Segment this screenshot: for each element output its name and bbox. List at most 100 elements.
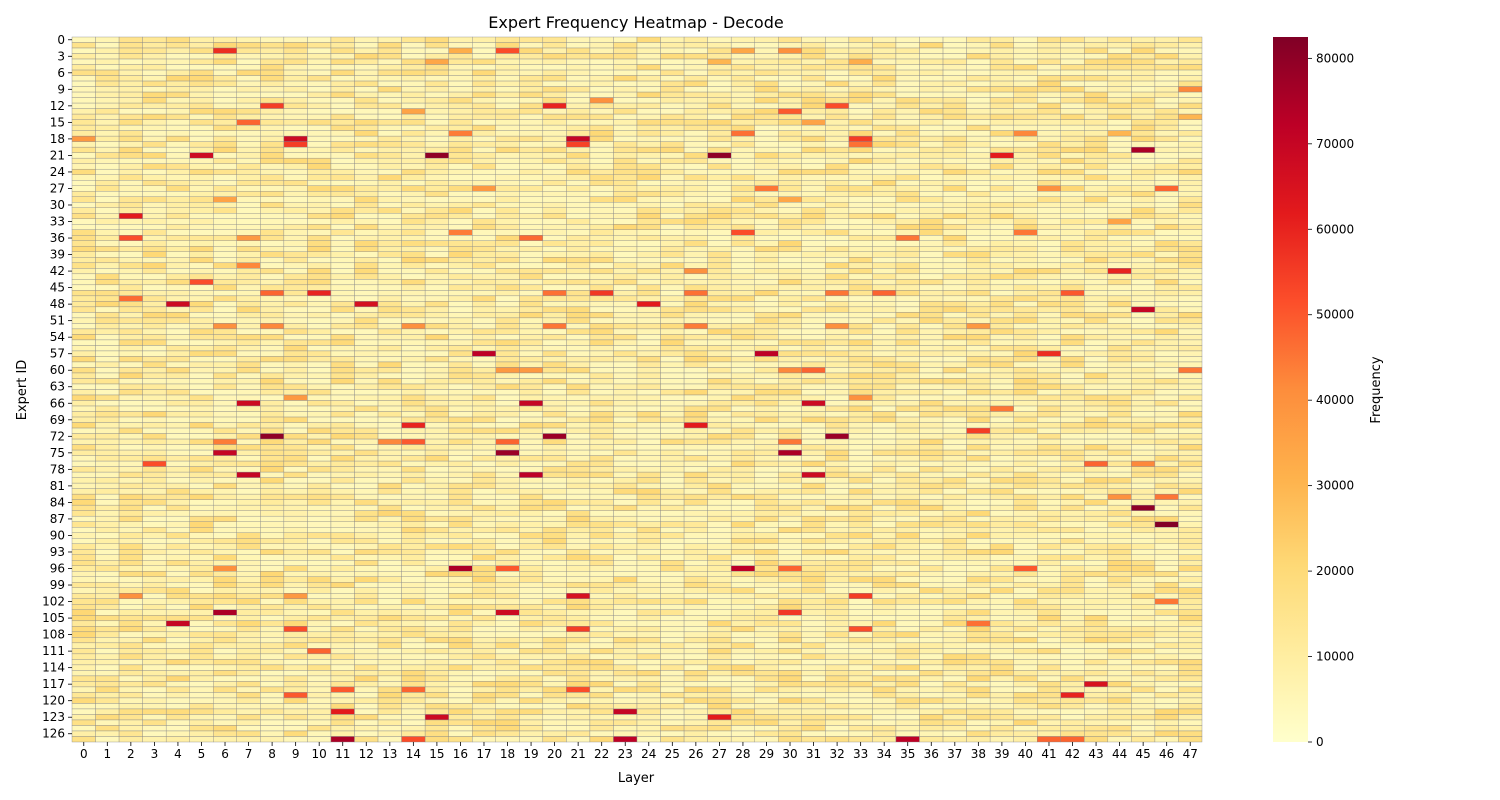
heatmap-cell: [660, 554, 685, 561]
heatmap-cell: [448, 240, 473, 247]
heatmap-cell: [942, 394, 967, 401]
heatmap-cell: [566, 438, 591, 445]
heatmap-cell: [142, 213, 167, 219]
heatmap-cell: [566, 648, 591, 655]
heatmap-cell: [754, 75, 779, 82]
heatmap-cell: [919, 637, 944, 644]
heatmap-cell: [589, 328, 614, 335]
heatmap-cell: [801, 449, 826, 456]
heatmap-cell: [377, 383, 402, 390]
heatmap-cell: [636, 108, 661, 115]
heatmap-cell: [377, 444, 402, 451]
heatmap-cell: [283, 703, 308, 710]
heatmap-cell: [236, 262, 261, 269]
heatmap-cell: [377, 389, 402, 396]
heatmap-cell: [895, 527, 920, 533]
heatmap-cell: [754, 587, 779, 594]
heatmap-cell: [189, 482, 214, 489]
heatmap-cell: [730, 719, 755, 726]
heatmap-cell: [213, 378, 237, 385]
heatmap-cell: [448, 449, 473, 456]
heatmap-cell: [636, 119, 661, 126]
heatmap-cell: [95, 455, 120, 462]
heatmap-cell: [683, 284, 708, 291]
heatmap-cell: [283, 246, 308, 253]
heatmap-cell: [589, 510, 614, 517]
heatmap-cell: [589, 64, 614, 71]
heatmap-cell: [283, 515, 308, 522]
heatmap-cell: [71, 565, 96, 572]
heatmap-cell: [142, 411, 167, 418]
heatmap-cell: [754, 400, 779, 407]
heatmap-cell: [95, 306, 120, 313]
heatmap-cell: [966, 372, 991, 379]
heatmap-cell: [283, 279, 308, 286]
heatmap-cell: [825, 477, 850, 484]
heatmap-cell: [71, 692, 96, 699]
heatmap-cell: [95, 659, 120, 666]
heatmap-cell: [71, 515, 96, 522]
heatmap-cell: [895, 378, 920, 385]
heatmap-cell: [448, 301, 473, 308]
heatmap-cell: [330, 455, 355, 462]
heatmap-cell: [589, 714, 614, 721]
heatmap-cell: [95, 224, 120, 230]
heatmap-cell: [801, 97, 826, 104]
heatmap-cell: [754, 609, 779, 616]
heatmap-cell: [330, 86, 355, 93]
heatmap-cell: [472, 659, 496, 666]
heatmap-cell: [636, 350, 661, 357]
heatmap-cell: [895, 356, 920, 363]
heatmap-cell: [95, 174, 120, 181]
heatmap-cell: [354, 97, 379, 104]
heatmap-cell: [142, 301, 167, 308]
heatmap-cell: [495, 515, 520, 522]
heatmap-cell: [424, 582, 449, 588]
heatmap-cell: [307, 719, 332, 726]
heatmap-cell: [95, 75, 120, 82]
heatmap-cell: [424, 659, 449, 666]
heatmap-cell: [330, 598, 355, 605]
heatmap-cell: [919, 730, 944, 737]
heatmap-cell: [283, 268, 308, 275]
heatmap-cell: [142, 681, 167, 688]
heatmap-cell: [825, 631, 850, 638]
heatmap-cell: [377, 554, 402, 561]
heatmap-cell: [472, 119, 496, 126]
heatmap-cell: [754, 504, 779, 511]
heatmap-cell: [778, 697, 802, 704]
heatmap-cell: [801, 554, 826, 561]
heatmap-cell: [872, 367, 897, 374]
heatmap-cell: [848, 168, 873, 175]
heatmap-cell: [589, 438, 614, 445]
heatmap-cell: [825, 686, 850, 693]
heatmap-cell: [683, 372, 708, 379]
heatmap-cell: [848, 339, 873, 346]
heatmap-cell: [260, 675, 285, 682]
heatmap-cell: [236, 80, 261, 87]
heatmap-cell: [377, 323, 402, 330]
heatmap-cell: [260, 334, 285, 341]
heatmap-cell: [872, 113, 897, 120]
heatmap-cell: [683, 521, 708, 528]
heatmap-cell: [660, 185, 685, 192]
heatmap-cell: [919, 279, 944, 286]
heatmap-cell: [754, 306, 779, 313]
heatmap-cell: [71, 444, 96, 451]
heatmap-cell: [542, 521, 567, 528]
heatmap-cell: [213, 191, 237, 197]
heatmap-cell: [307, 119, 332, 126]
heatmap-cell: [825, 86, 850, 93]
heatmap-cell: [401, 708, 426, 715]
heatmap-cell: [71, 36, 96, 43]
heatmap-cell: [354, 714, 379, 721]
heatmap-cell: [401, 400, 426, 407]
heatmap-cell: [566, 367, 591, 374]
heatmap-cell: [142, 229, 167, 236]
heatmap-cell: [872, 455, 897, 462]
heatmap-cell: [377, 53, 402, 60]
heatmap-cell: [825, 692, 850, 699]
heatmap-cell: [542, 515, 567, 522]
heatmap-cell: [707, 593, 732, 599]
heatmap-cell: [613, 257, 638, 264]
